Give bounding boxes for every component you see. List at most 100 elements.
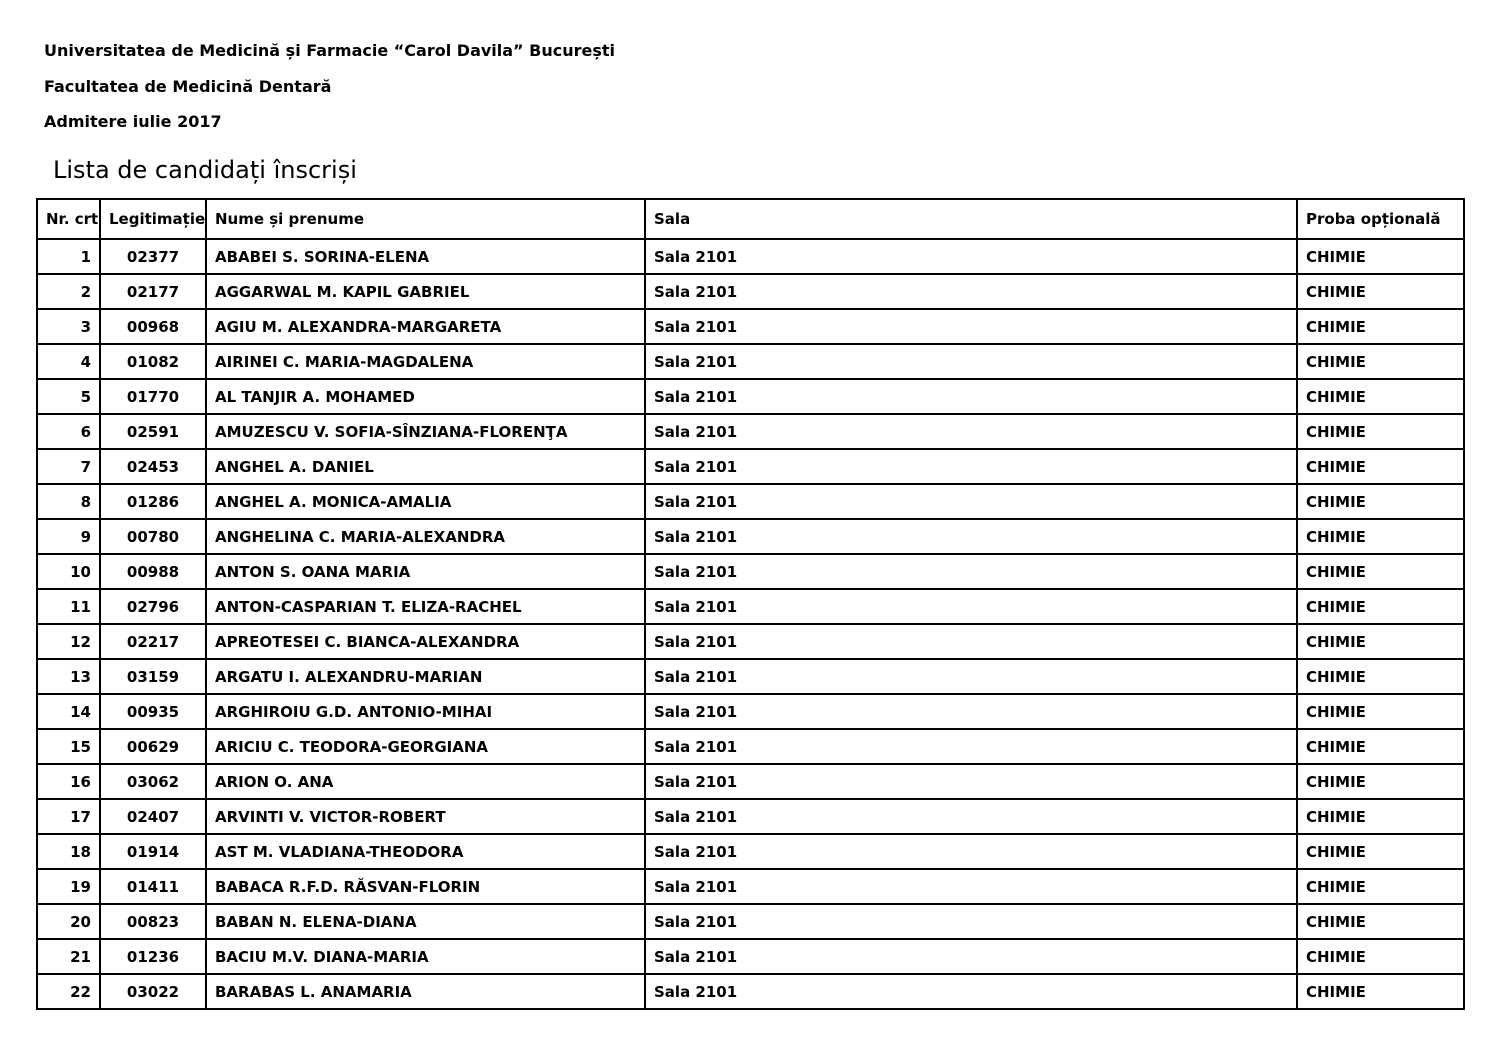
cell-legitimatie: 00823 [99, 903, 207, 941]
cell-proba: CHIMIE [1296, 483, 1465, 521]
cell-nume: BABACA R.F.D. RĂSVAN-FLORIN [205, 868, 646, 906]
cell-proba: CHIMIE [1296, 343, 1465, 381]
cell-proba: CHIMIE [1296, 413, 1465, 451]
page-title: Lista de candidați înscriși [53, 155, 357, 184]
document-header: Universitatea de Medicină și Farmacie “C… [44, 42, 1497, 131]
cell-nume: BABAN N. ELENA-DIANA [205, 903, 646, 941]
table-row: 17 02407 ARVINTI V. VICTOR-ROBERT Sala 2101… [36, 798, 1465, 836]
cell-legitimatie: 02796 [99, 588, 207, 626]
cell-nume: ANGHEL A. DANIEL [205, 448, 646, 486]
cell-proba: CHIMIE [1296, 658, 1465, 696]
cell-sala: Sala 2101 [644, 798, 1298, 836]
cell-proba: CHIMIE [1296, 798, 1465, 836]
cell-nr: 5 [36, 378, 101, 416]
table-row: 11 02796 ANTON-CASPARIAN T. ELIZA-RACHEL Sa… [36, 588, 1465, 626]
cell-legitimatie: 03022 [99, 973, 207, 1011]
cell-nr: 2 [36, 273, 101, 311]
column-header-legitimatie: Legitimație [99, 198, 207, 241]
cell-sala: Sala 2101 [644, 658, 1298, 696]
cell-nume: AGGARWAL M. KAPIL GABRIEL [205, 273, 646, 311]
cell-legitimatie: 03159 [99, 658, 207, 696]
cell-nume: ANTON S. OANA MARIA [205, 553, 646, 591]
cell-sala: Sala 2101 [644, 378, 1298, 416]
table-row: 3 00968 AGIU M. ALEXANDRA-MARGARETA Sala 21… [36, 308, 1465, 346]
column-header-nume: Nume și prenume [205, 198, 646, 241]
table-row: 2 02177 AGGARWAL M. KAPIL GABRIEL Sala 2101… [36, 273, 1465, 311]
cell-sala: Sala 2101 [644, 763, 1298, 801]
cell-nume: ARVINTI V. VICTOR-ROBERT [205, 798, 646, 836]
cell-nume: ANGHELINA C. MARIA-ALEXANDRA [205, 518, 646, 556]
cell-proba: CHIMIE [1296, 238, 1465, 276]
cell-legitimatie: 03062 [99, 763, 207, 801]
cell-nr: 22 [36, 973, 101, 1011]
table-row: 12 02217 APREOTESEI C. BIANCA-ALEXANDRA Sal… [36, 623, 1465, 661]
cell-legitimatie: 02407 [99, 798, 207, 836]
cell-nume: AIRINEI C. MARIA-MAGDALENA [205, 343, 646, 381]
cell-sala: Sala 2101 [644, 553, 1298, 591]
cell-sala: Sala 2101 [644, 273, 1298, 311]
column-header-nr-crt: Nr. crt [36, 198, 101, 241]
table-row: 18 01914 AST M. VLADIANA-THEODORA Sala 2101… [36, 833, 1465, 871]
cell-sala: Sala 2101 [644, 728, 1298, 766]
cell-nume: BACIU M.V. DIANA-MARIA [205, 938, 646, 976]
cell-legitimatie: 01286 [99, 483, 207, 521]
table-row: 19 01411 BABACA R.F.D. RĂSVAN-FLORIN Sala 2… [36, 868, 1465, 906]
cell-nr: 8 [36, 483, 101, 521]
cell-legitimatie: 02177 [99, 273, 207, 311]
cell-nume: ARICIU C. TEODORA-GEORGIANA [205, 728, 646, 766]
cell-nume: ABABEI S. SORINA-ELENA [205, 238, 646, 276]
cell-sala: Sala 2101 [644, 483, 1298, 521]
table-row: 8 01286 ANGHEL A. MONICA-AMALIA Sala 2101 CH… [36, 483, 1465, 521]
cell-nr: 1 [36, 238, 101, 276]
admission-session: Admitere iulie 2017 [44, 112, 222, 132]
table-row: 15 00629 ARICIU C. TEODORA-GEORGIANA Sala 2… [36, 728, 1465, 766]
cell-sala: Sala 2101 [644, 238, 1298, 276]
cell-proba: CHIMIE [1296, 938, 1465, 976]
cell-legitimatie: 02453 [99, 448, 207, 486]
cell-sala: Sala 2101 [644, 868, 1298, 906]
cell-legitimatie: 00988 [99, 553, 207, 591]
cell-nume: ARGHIROIU G.D. ANTONIO-MIHAI [205, 693, 646, 731]
cell-proba: CHIMIE [1296, 973, 1465, 1011]
cell-nume: ANTON-CASPARIAN T. ELIZA-RACHEL [205, 588, 646, 626]
cell-legitimatie: 01914 [99, 833, 207, 871]
cell-proba: CHIMIE [1296, 903, 1465, 941]
cell-sala: Sala 2101 [644, 308, 1298, 346]
cell-sala: Sala 2101 [644, 623, 1298, 661]
university-name: Universitatea de Medicină și Farmacie “C… [44, 41, 615, 60]
cell-nr: 3 [36, 308, 101, 346]
cell-proba: CHIMIE [1296, 868, 1465, 906]
cell-proba: CHIMIE [1296, 273, 1465, 311]
cell-nr: 7 [36, 448, 101, 486]
cell-nume: APREOTESEI C. BIANCA-ALEXANDRA [205, 623, 646, 661]
cell-legitimatie: 00968 [99, 308, 207, 346]
cell-sala: Sala 2101 [644, 903, 1298, 941]
cell-legitimatie: 01411 [99, 868, 207, 906]
cell-nume: ARGATU I. ALEXANDRU-MARIAN [205, 658, 646, 696]
cell-sala: Sala 2101 [644, 413, 1298, 451]
cell-nr: 12 [36, 623, 101, 661]
table-row: 7 02453 ANGHEL A. DANIEL Sala 2101 CHIMIE [36, 448, 1465, 486]
cell-legitimatie: 00629 [99, 728, 207, 766]
cell-legitimatie: 01770 [99, 378, 207, 416]
cell-sala: Sala 2101 [644, 448, 1298, 486]
cell-proba: CHIMIE [1296, 693, 1465, 731]
table-row: 1 02377 ABABEI S. SORINA-ELENA Sala 2101 CHI… [36, 238, 1465, 276]
cell-proba: CHIMIE [1296, 833, 1465, 871]
cell-proba: CHIMIE [1296, 763, 1465, 801]
cell-nume: ARION O. ANA [205, 763, 646, 801]
column-header-sala: Sala [644, 198, 1298, 241]
cell-proba: CHIMIE [1296, 518, 1465, 556]
table-body: 1 02377 ABABEI S. SORINA-ELENA Sala 2101 CHI… [36, 238, 1465, 1011]
cell-nr: 6 [36, 413, 101, 451]
column-header-proba: Proba opțională [1296, 198, 1465, 241]
cell-sala: Sala 2101 [644, 693, 1298, 731]
cell-legitimatie: 00780 [99, 518, 207, 556]
cell-legitimatie: 01082 [99, 343, 207, 381]
table-row: 21 01236 BACIU M.V. DIANA-MARIA Sala 2101 CH… [36, 938, 1465, 976]
cell-nume: AST M. VLADIANA-THEODORA [205, 833, 646, 871]
table-row: 22 03022 BARABAS L. ANAMARIA Sala 2101 CHIMI… [36, 973, 1465, 1011]
cell-sala: Sala 2101 [644, 343, 1298, 381]
table-row: 16 03062 ARION O. ANA Sala 2101 CHIMIE [36, 763, 1465, 801]
